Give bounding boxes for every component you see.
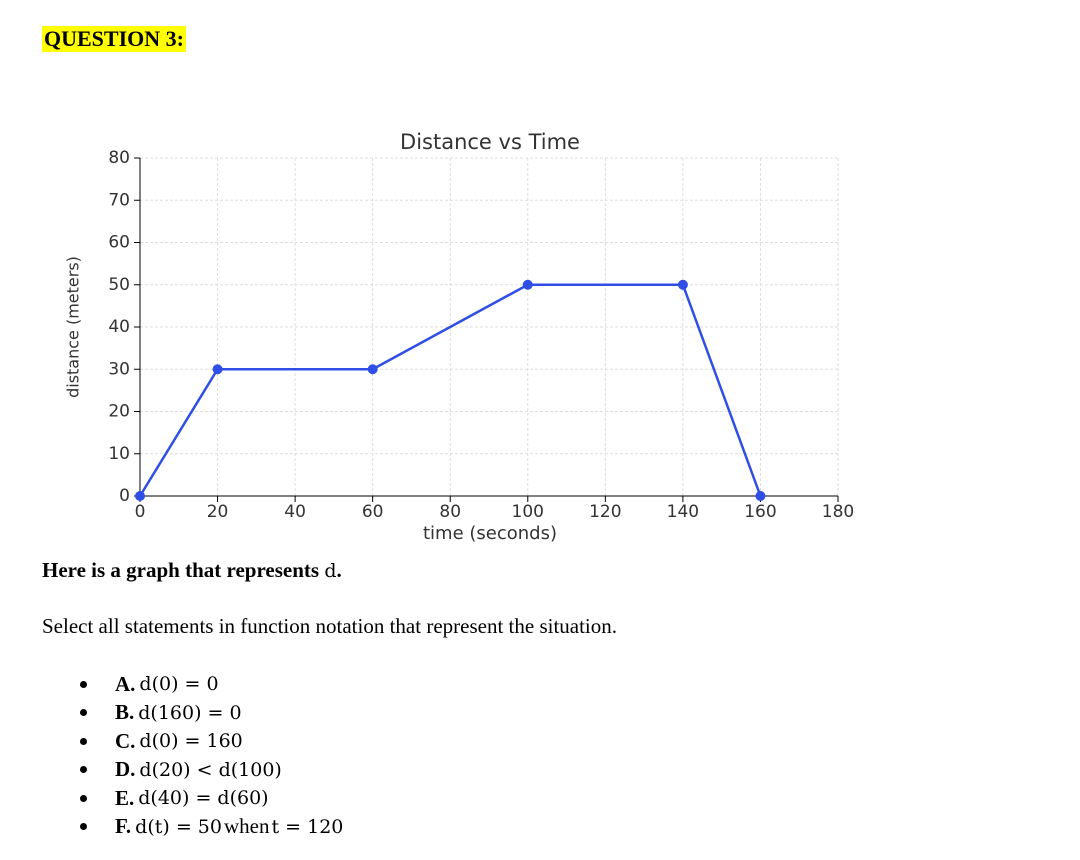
data-point (367, 364, 378, 375)
y-tick-label: 10 (108, 444, 130, 464)
option-text: d(0) = 0 (139, 673, 219, 696)
chart: Distance vs Time time (seconds) distance… (64, 130, 855, 544)
data-point (522, 279, 533, 290)
option: D. d(20) < d(100) (80, 756, 343, 785)
y-tick-label: 80 (108, 148, 130, 168)
option-text: d(0) = 160 (139, 730, 243, 753)
data-line (138, 283, 762, 497)
bullet (80, 823, 87, 831)
option-label: C. (115, 728, 136, 753)
x-tick-label: 20 (207, 502, 229, 522)
option-text: t = 120 (271, 815, 344, 838)
y-tick-label: 60 (108, 233, 130, 253)
chart-title: Distance vs Time (400, 130, 580, 154)
x-tick-label: 80 (439, 502, 461, 522)
bullet (80, 709, 87, 717)
prompt-text: Here is a graph that represents (42, 558, 325, 582)
option-text: when (223, 814, 270, 839)
x-axis-label: time (seconds) (423, 523, 557, 544)
data-point (677, 279, 688, 290)
x-tick-label: 0 (135, 502, 146, 522)
bullet (80, 737, 87, 745)
bullet (80, 766, 87, 774)
y-tick-label: 40 (108, 317, 130, 337)
x-tick-label: 180 (822, 502, 854, 522)
option-label: F. (115, 814, 132, 839)
option-label: D. (115, 757, 136, 782)
x-tick-label: 60 (362, 502, 384, 522)
option: A. d(0) = 0 (80, 670, 343, 699)
prompt: Here is a graph that represents d. (42, 558, 342, 583)
option-label: E. (115, 785, 135, 810)
option: E. d(40) = d(60) (80, 784, 343, 813)
prompt-end: . (336, 558, 342, 582)
option: F. d(t) = 50 when t = 120 (80, 813, 343, 842)
bullet (80, 794, 87, 802)
y-tick-label: 30 (108, 359, 130, 379)
y-tick-label: 20 (108, 402, 130, 422)
y-tick-label: 0 (119, 486, 130, 506)
prompt-math: d (324, 560, 337, 582)
option-text: d(20) < d(100) (139, 758, 282, 781)
y-tick-label: 50 (108, 275, 130, 295)
instruction: Select all statements in function notati… (42, 614, 618, 638)
option-text: d(160) = 0 (138, 701, 242, 724)
data-point (755, 491, 766, 501)
x-tick-label: 160 (744, 502, 776, 522)
y-tick-label: 70 (108, 190, 130, 210)
option-text: d(40) = d(60) (138, 787, 269, 810)
options: A. d(0) = 0 B. d(160) = 0 C. d(0) = 160 D. d(20… (80, 670, 343, 841)
option: B. d(160) = 0 (80, 699, 343, 728)
bullet (80, 680, 87, 688)
x-tick-label: 120 (589, 502, 621, 522)
x-tick-label: 140 (667, 502, 699, 522)
option-label: A. (115, 671, 136, 696)
option: C. d(0) = 160 (80, 727, 343, 756)
x-tick-label: 40 (284, 502, 306, 522)
option-label: B. (115, 700, 135, 725)
data-point (212, 364, 223, 375)
y-axis-label: distance (meters) (64, 256, 83, 398)
option-text: d(t) = 50 (135, 815, 222, 838)
question-title: QUESTION 3: (42, 26, 186, 52)
data-point (135, 491, 145, 501)
x-tick-label: 100 (512, 502, 544, 522)
